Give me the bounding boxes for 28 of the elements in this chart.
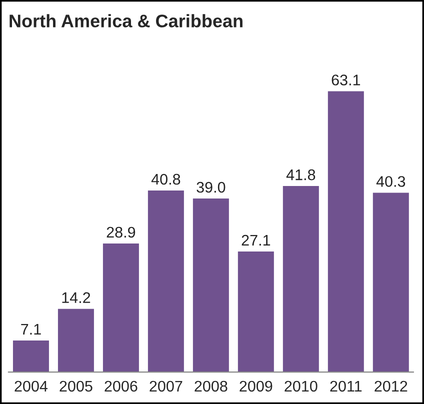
- bar: [58, 308, 94, 372]
- x-tick-label: 2012: [374, 380, 408, 392]
- data-label: 63.1: [332, 74, 360, 86]
- data-label: 14.2: [62, 292, 90, 303]
- bar: [102, 243, 139, 372]
- chart-title: North America & Caribbean: [10, 14, 242, 28]
- data-label: 27.1: [242, 234, 270, 246]
- data-label: 39.0: [196, 182, 226, 193]
- data-label: 40.3: [376, 176, 406, 187]
- data-label: 7.1: [21, 324, 41, 335]
- x-tick-label: 2007: [150, 380, 182, 392]
- bar: [238, 251, 274, 372]
- data-label: 28.9: [106, 226, 136, 238]
- data-label: 40.8: [151, 174, 180, 185]
- bar: [148, 190, 184, 372]
- x-tick-label: 2009: [240, 380, 272, 392]
- x-tick-label: 2008: [194, 380, 228, 392]
- bar: [328, 91, 364, 372]
- bar: [192, 198, 229, 372]
- data-label: 41.8: [286, 169, 316, 180]
- x-tick-label: 2004: [14, 380, 48, 392]
- x-tick-label: 2010: [284, 380, 318, 392]
- x-tick-label: 2006: [104, 380, 138, 392]
- x-tick-label: 2005: [60, 380, 92, 392]
- x-tick-label: 2011: [330, 380, 362, 392]
- bar: [372, 192, 409, 372]
- bar: [12, 340, 49, 372]
- bar: [282, 186, 319, 372]
